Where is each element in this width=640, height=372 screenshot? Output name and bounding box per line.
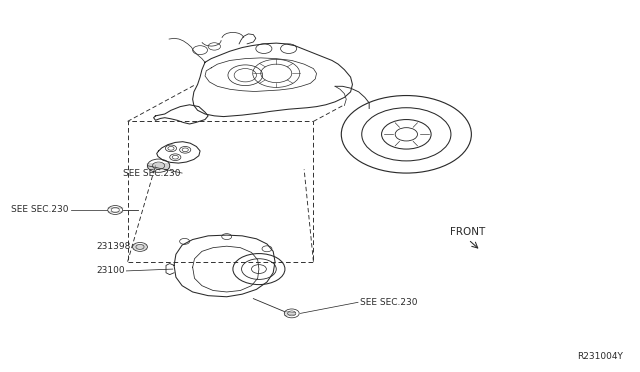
Bar	[127, 121, 314, 262]
Text: SEE SEC.230: SEE SEC.230	[12, 205, 68, 215]
Text: 23100: 23100	[96, 266, 125, 275]
Text: R231004Y: R231004Y	[577, 352, 623, 361]
Text: SEE SEC.230: SEE SEC.230	[360, 298, 417, 307]
Text: 231398: 231398	[97, 243, 131, 251]
Text: SEE SEC.230: SEE SEC.230	[123, 169, 180, 177]
Text: FRONT: FRONT	[450, 227, 485, 237]
